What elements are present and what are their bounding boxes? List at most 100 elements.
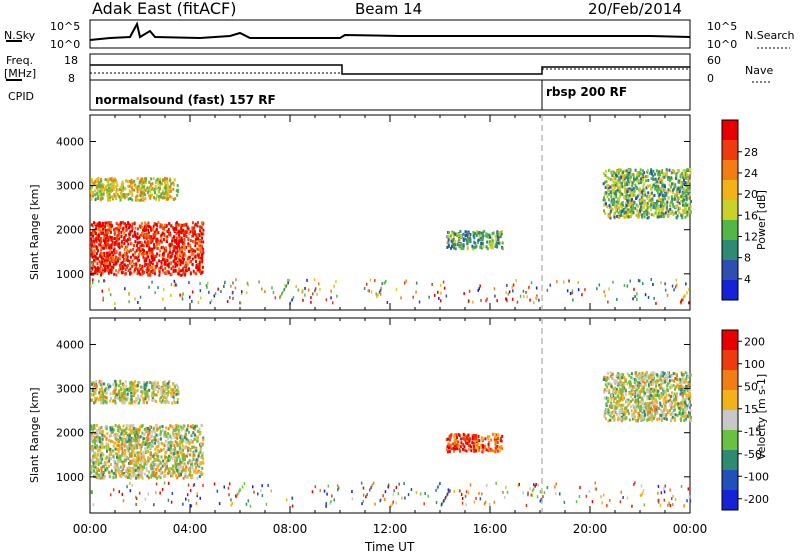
echo-cell: [186, 452, 189, 456]
echo-cell: [473, 449, 476, 453]
echo-cell: [103, 246, 105, 250]
echo-cell: [146, 191, 149, 194]
echo-cell: [607, 377, 610, 381]
echo-cell: [107, 238, 110, 242]
echo-cell: [141, 470, 144, 474]
echo-cell: [656, 417, 659, 421]
echo-cell: [169, 247, 171, 251]
echo-cell: [143, 229, 146, 233]
echo-cell: [163, 233, 166, 237]
echo-cell: [458, 434, 461, 438]
echo-cell: [140, 390, 143, 394]
echo-cell: [630, 409, 633, 413]
echo-cell: [166, 395, 168, 399]
echo-cell: [154, 269, 157, 273]
echo-cell: [687, 189, 690, 193]
echo-cell: [123, 231, 126, 235]
echo-cell: [457, 232, 460, 236]
echo-cell: [167, 459, 170, 463]
echo-cell: [126, 440, 129, 444]
echo-cell: [627, 208, 630, 212]
echo-cell: [99, 453, 102, 457]
echo-cell: [125, 456, 128, 460]
echo-cell: [147, 255, 150, 259]
echo-cell: [166, 237, 169, 241]
echo-cell: [678, 190, 681, 194]
echo-cell: [142, 442, 145, 446]
echo-cell: [153, 187, 156, 191]
echo-cell: [174, 440, 177, 444]
echo-cell: [100, 460, 102, 464]
echo-cell: [148, 186, 151, 190]
echo-cell: [133, 439, 136, 442]
echo-cell: [608, 176, 610, 180]
echo-cell: [120, 240, 123, 244]
echo-cell: [678, 402, 681, 406]
echo-cell: [625, 201, 627, 205]
echo-cell: [103, 434, 106, 438]
echo-cell: [114, 241, 117, 244]
echo-cell: [165, 435, 168, 438]
echo-cell: [135, 249, 138, 253]
echo-cell: [197, 254, 200, 258]
echo-cell: [618, 397, 621, 401]
echo-cell: [612, 188, 615, 192]
echo-cell: [134, 256, 137, 259]
echo-cell: [90, 194, 93, 198]
echo-cell: [94, 232, 97, 235]
echo-cell: [119, 386, 122, 390]
echo-cell: [116, 394, 118, 398]
echo-cell: [614, 184, 617, 187]
echo-cell: [144, 181, 147, 185]
echo-cell: [128, 223, 131, 227]
echo-cell: [188, 430, 190, 434]
echo-cell: [201, 236, 204, 240]
echo-cell: [450, 239, 453, 243]
echo-cell: [643, 190, 646, 194]
echo-cell: [105, 236, 107, 240]
echo-cell: [166, 177, 168, 181]
echo-cell: [186, 424, 189, 428]
echo-cell: [480, 246, 483, 250]
echo-cell: [646, 202, 649, 205]
echo-cell: [162, 254, 165, 258]
echo-cell: [123, 235, 126, 239]
echo-cell: [498, 449, 501, 453]
echo-cell: [150, 254, 153, 258]
echo-cell: [191, 476, 194, 480]
echo-cell: [140, 444, 143, 448]
echo-cell: [124, 239, 127, 243]
echo-cell: [138, 464, 141, 468]
noise-cell: [437, 290, 439, 294]
echo-cell: [153, 465, 156, 469]
echo-cell: [158, 273, 161, 277]
echo-cell: [90, 465, 93, 469]
echo-cell: [97, 224, 100, 228]
echo-cell: [175, 227, 178, 231]
echo-cell: [462, 447, 464, 451]
echo-cell: [606, 184, 608, 188]
noise-cell: [535, 286, 538, 290]
echo-cell: [97, 249, 99, 253]
echo-cell: [178, 433, 180, 437]
echo-cell: [610, 198, 613, 202]
echo-cell: [675, 176, 678, 180]
noise-cell: [571, 289, 574, 293]
echo-cell: [170, 467, 173, 471]
noise-cell: [134, 297, 136, 301]
echo-cell: [682, 212, 685, 216]
colorbar-segment: [722, 140, 738, 160]
echo-cell: [138, 398, 141, 402]
noise-cell: [428, 295, 430, 299]
echo-cell: [687, 196, 690, 200]
echo-cell: [619, 204, 622, 208]
echo-cell: [195, 458, 198, 462]
echo-cell: [458, 235, 460, 239]
echo-cell: [150, 453, 153, 457]
echo-cell: [193, 453, 196, 457]
echo-cell: [132, 446, 135, 450]
echo-cell: [460, 441, 463, 445]
echo-cell: [604, 180, 607, 184]
echo-cell: [614, 205, 616, 209]
echo-cell: [666, 190, 669, 194]
